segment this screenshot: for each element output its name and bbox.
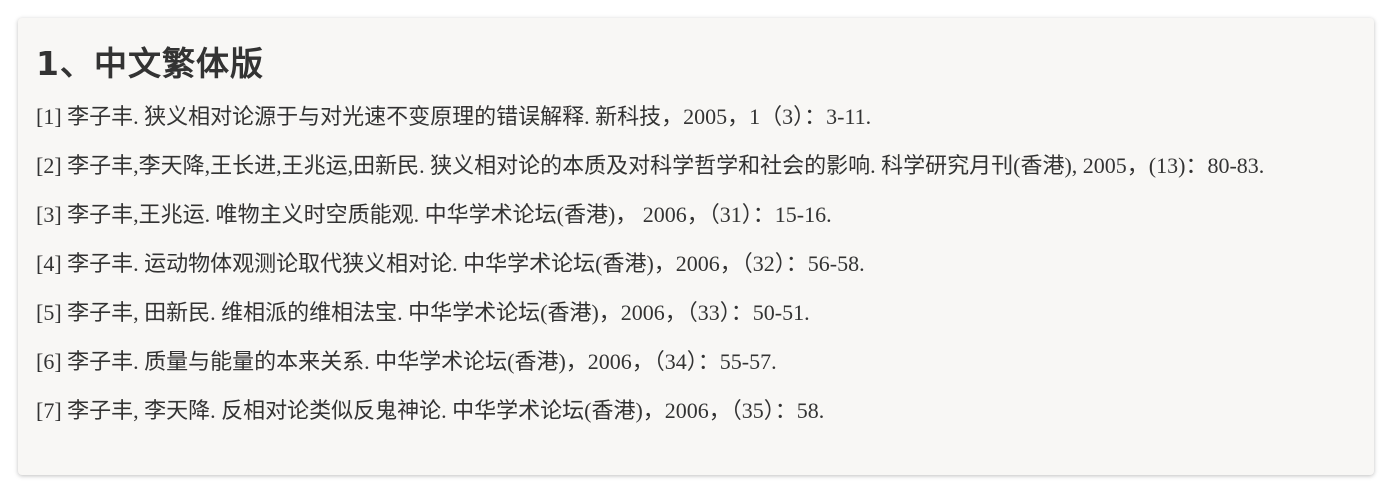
section-heading: 1、中文繁体版 (36, 44, 264, 83)
reference-item: [7] 李子丰, 李天降. 反相对论类似反鬼神论. 中华学术论坛(香港)，200… (36, 398, 825, 423)
reference-item: [5] 李子丰, 田新民. 维相派的维相法宝. 中华学术论坛(香港)，2006，… (36, 300, 810, 325)
content-card: 1、中文繁体版 [1] 李子丰. 狭义相对论源于与对光速不变原理的错误解释. 新… (18, 18, 1374, 475)
reference-item: [1] 李子丰. 狭义相对论源于与对光速不变原理的错误解释. 新科技，2005，… (36, 104, 872, 129)
reference-item: [3] 李子丰,王兆运. 唯物主义时空质能观. 中华学术论坛(香港)， 2006… (36, 202, 832, 227)
reference-item: [2] 李子丰,李天降,王长进,王兆运,田新民. 狭义相对论的本质及对科学哲学和… (36, 153, 1265, 178)
reference-item: [4] 李子丰. 运动物体观测论取代狭义相对论. 中华学术论坛(香港)，2006… (36, 251, 865, 276)
reference-item: [6] 李子丰. 质量与能量的本来关系. 中华学术论坛(香港)，2006，（34… (36, 349, 777, 374)
